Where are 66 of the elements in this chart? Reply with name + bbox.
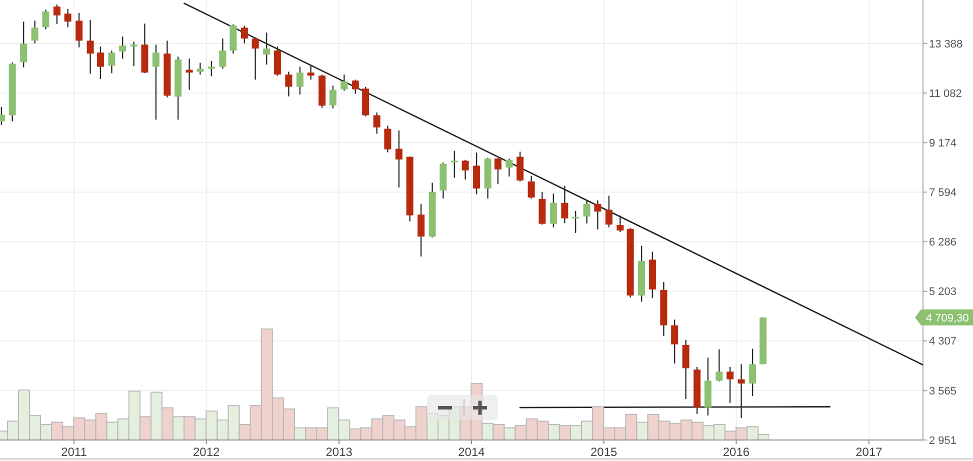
- candlestick: [373, 112, 380, 134]
- y-tick-label: 7 594: [929, 186, 957, 199]
- candlestick: [605, 195, 612, 228]
- candlestick: [528, 175, 535, 200]
- candlestick: [572, 210, 580, 234]
- candlestick: [738, 364, 745, 419]
- candlestick: [561, 185, 568, 224]
- candlestick: [671, 319, 678, 364]
- candlestick: [450, 150, 458, 178]
- x-tick-label: 2015: [590, 445, 618, 459]
- y-tick-label: 5 203: [929, 286, 957, 298]
- candlestick: [42, 9, 50, 30]
- candlestick: [749, 348, 756, 397]
- candlestick: [473, 152, 480, 195]
- y-tick-label: 2 951: [929, 434, 957, 447]
- y-tick-label: 3 565: [929, 385, 957, 398]
- candlestick: [395, 130, 402, 188]
- text: 4 709,30: [926, 312, 969, 324]
- candlestick: [352, 79, 359, 94]
- candlestick: [108, 50, 116, 74]
- candlestick: [152, 44, 160, 120]
- candlestick: [418, 203, 425, 258]
- candlestick: [506, 158, 513, 178]
- candlestick: [252, 36, 259, 80]
- candlestick: [716, 348, 723, 382]
- candlestick: [340, 74, 348, 92]
- candlestick: [186, 58, 193, 90]
- candlestick: [583, 200, 590, 224]
- candlestick: [130, 41, 138, 67]
- candlestick: [494, 157, 502, 185]
- x-tick-label: 2017: [856, 445, 883, 459]
- candlestick: [64, 8, 72, 28]
- x-tick-label: 2011: [61, 445, 88, 459]
- candlestick: [119, 36, 126, 60]
- y-tick-label: 6 286: [929, 236, 957, 249]
- y-tick-label: 13 388: [929, 38, 963, 50]
- candlestick: [219, 38, 226, 70]
- candlestick: [96, 46, 104, 80]
- candlestick: [20, 21, 28, 68]
- candlestick: [329, 84, 336, 110]
- x-tick-label: 2014: [458, 445, 486, 459]
- candlestick: [462, 159, 469, 180]
- candlestick: [31, 20, 38, 44]
- candlestick: [208, 60, 215, 77]
- candlestick: [76, 12, 83, 48]
- x-tick-label: 2016: [722, 445, 750, 459]
- candlestick: [285, 71, 292, 97]
- candlestick: [86, 19, 94, 74]
- candlestick: [726, 366, 734, 404]
- candlestick: [240, 25, 248, 44]
- candlestick: [516, 151, 524, 182]
- candlestick: [296, 66, 304, 96]
- candlestick: [594, 200, 602, 230]
- candlestick: [682, 339, 690, 400]
- candlestick: [53, 4, 60, 25]
- candlestick: [307, 64, 314, 80]
- x-tick-label: 2013: [326, 445, 353, 459]
- candlestick: [196, 62, 204, 76]
- candlestick: [616, 215, 624, 233]
- candlestick: [263, 32, 270, 66]
- candlestick: [550, 193, 557, 228]
- candlestick: [384, 125, 392, 153]
- y-tick-label: 4 307: [929, 336, 957, 348]
- x-tick-label: 2012: [193, 445, 220, 459]
- y-tick-label: 11 082: [929, 88, 962, 100]
- y-tick-label: 9 174: [929, 137, 957, 150]
